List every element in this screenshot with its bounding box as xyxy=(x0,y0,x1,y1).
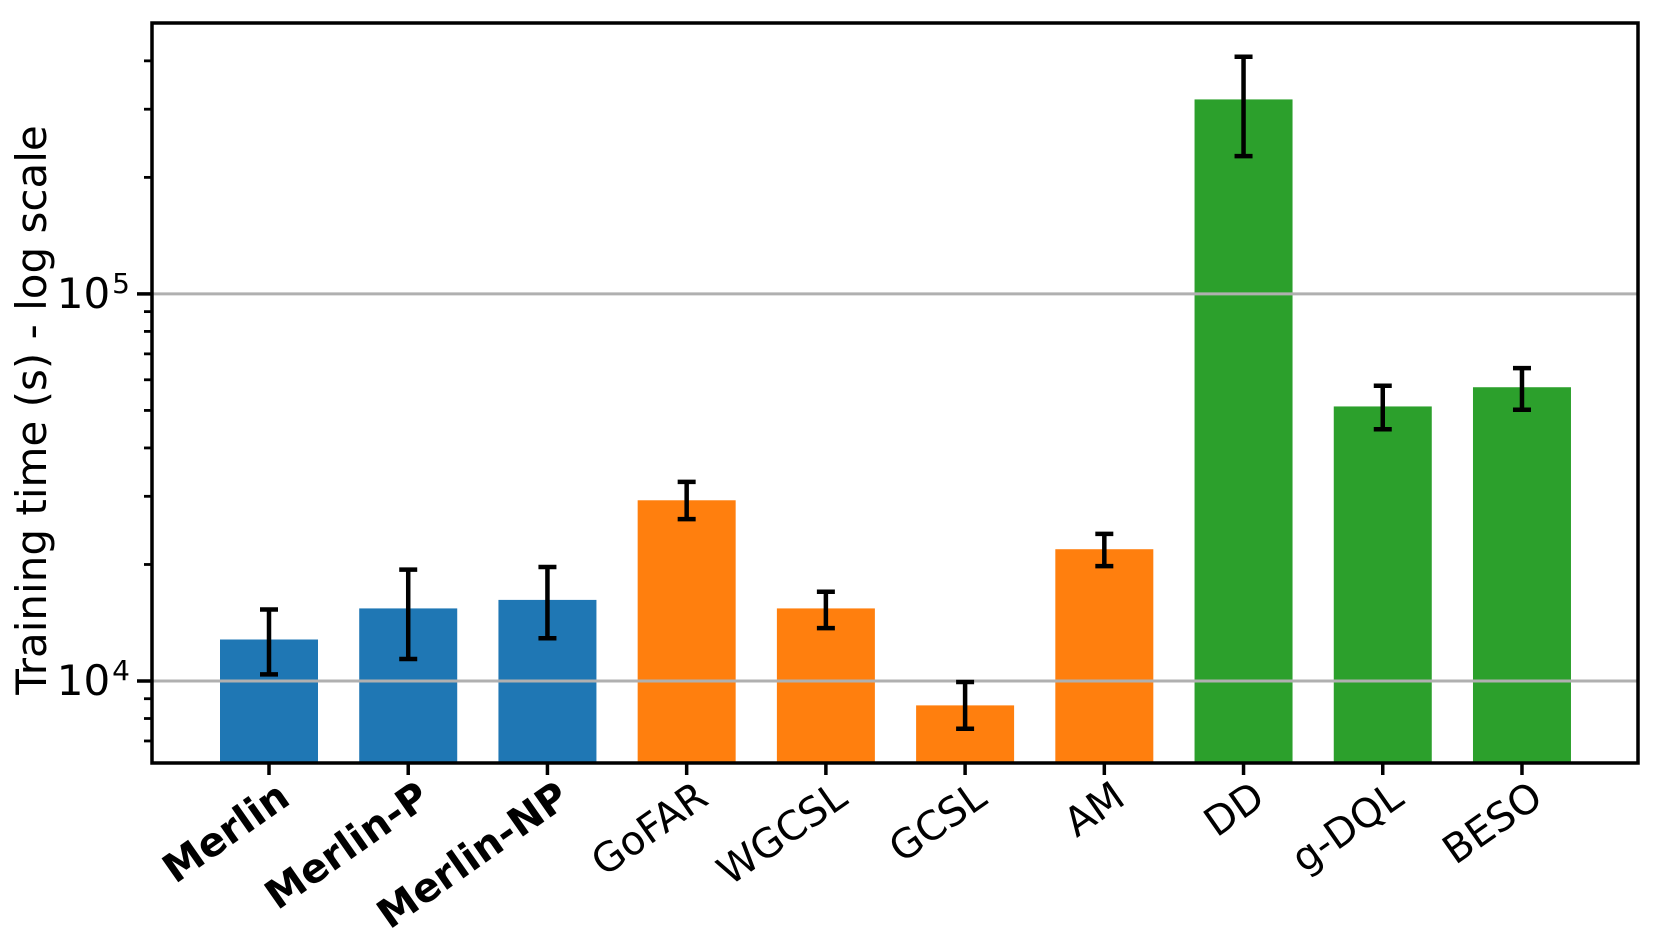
bar-g-dql xyxy=(1333,406,1432,763)
y-tick-exponent: 5 xyxy=(112,266,130,300)
y-tick-exponent: 4 xyxy=(112,654,130,687)
y-tick-label-1e4: 104 xyxy=(56,654,130,708)
bar-gofar xyxy=(637,500,736,763)
bar-dd xyxy=(1194,99,1293,764)
y-axis-label: Training time (s) - log scale xyxy=(7,125,56,695)
bar-beso xyxy=(1472,387,1571,763)
y-tick-base: 10 xyxy=(56,656,111,705)
y-tick-label-1e5: 105 xyxy=(56,267,130,321)
bar-am xyxy=(1055,549,1154,763)
bar-wgcsl xyxy=(776,608,875,763)
plot-box xyxy=(150,21,1640,765)
y-tick-base: 10 xyxy=(56,268,111,318)
